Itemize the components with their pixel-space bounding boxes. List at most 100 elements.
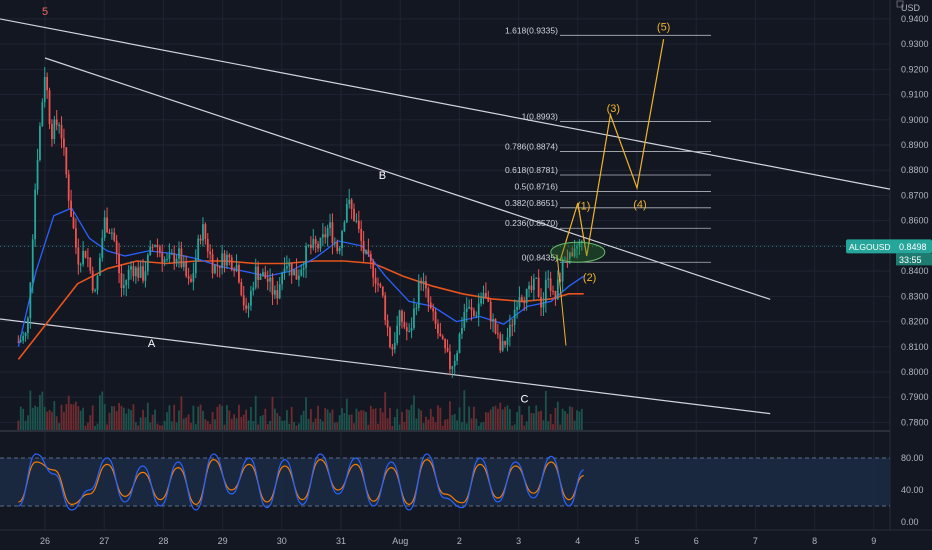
volume-bar <box>262 415 264 430</box>
price-tick-label: 0.9200 <box>901 64 929 74</box>
candle-body <box>233 269 236 272</box>
candle-body <box>281 272 283 285</box>
candle-body <box>108 232 111 234</box>
volume-bar <box>235 418 238 430</box>
candle-body <box>422 281 425 284</box>
candle-body <box>456 353 459 361</box>
candle-body <box>223 253 226 266</box>
wave-label: (1) <box>577 200 590 212</box>
candle-body <box>192 273 195 282</box>
volume-bar <box>254 395 257 430</box>
volume-bar <box>290 406 293 430</box>
volume-bar <box>223 424 226 430</box>
candle-body <box>137 267 140 278</box>
volume-bar <box>218 404 221 430</box>
volume-bar <box>523 425 526 430</box>
volume-bar <box>345 398 348 430</box>
volume-bar <box>398 424 401 430</box>
candle-body <box>142 266 144 281</box>
time-tick-label: 6 <box>694 536 699 546</box>
candle-body <box>396 325 399 343</box>
oscillator-band <box>0 458 890 506</box>
candle-body <box>240 282 243 296</box>
countdown-label: 33:55 <box>899 255 922 265</box>
candle-body <box>420 280 423 284</box>
volume-bar <box>475 418 478 430</box>
candle-body <box>501 340 504 351</box>
candle-body <box>29 282 32 319</box>
candle-body <box>278 284 281 299</box>
volume-bar <box>288 423 291 430</box>
candle-body <box>326 228 329 238</box>
volume-bar <box>230 418 233 430</box>
volume-bar <box>214 419 216 430</box>
candle-body <box>429 302 432 309</box>
oscillator-tick-label: 0.00 <box>901 517 919 527</box>
candle-body <box>468 307 471 309</box>
candle-body <box>60 124 63 139</box>
candle-body <box>17 341 20 343</box>
candle-body <box>245 305 248 309</box>
candle-body <box>77 247 80 265</box>
volume-bar <box>297 423 300 430</box>
candle-body <box>482 292 485 299</box>
candle-body <box>221 253 224 269</box>
time-tick-label: 31 <box>336 536 346 546</box>
candle-body <box>449 351 451 370</box>
candle-body <box>197 238 200 260</box>
volume-bar <box>381 412 384 430</box>
volume-bar <box>389 408 391 430</box>
candle-body <box>389 327 391 348</box>
candle-body <box>480 298 482 304</box>
candle-body <box>168 254 171 259</box>
candle-body <box>194 259 197 274</box>
time-tick-label: 28 <box>158 536 168 546</box>
volume-bar <box>149 422 152 430</box>
candle-body <box>41 102 44 127</box>
candle-body <box>391 347 394 350</box>
volume-bar <box>401 411 403 430</box>
candle-body <box>338 248 341 252</box>
time-tick-label: 3 <box>516 536 521 546</box>
volume-bar <box>250 406 252 430</box>
candle-body <box>34 189 37 240</box>
volume-bar <box>367 424 370 430</box>
candle-body <box>504 340 506 345</box>
volume-bar <box>206 421 209 430</box>
volume-bar <box>561 408 564 430</box>
candle-body <box>444 338 447 349</box>
volume-bar <box>120 405 123 430</box>
candle-body <box>58 124 61 126</box>
candle-body <box>113 232 116 241</box>
volume-bar <box>444 419 447 430</box>
candle-body <box>355 220 358 222</box>
currency-label: USD <box>901 3 921 13</box>
volume-bar <box>518 406 521 430</box>
volume-bar <box>257 424 260 430</box>
volume-bar <box>60 404 63 430</box>
candle-body <box>518 297 521 308</box>
volume-bar <box>417 408 420 430</box>
candle-body <box>214 265 216 274</box>
candle-body <box>499 334 502 351</box>
volume-bar <box>374 408 377 430</box>
candle-body <box>39 126 41 160</box>
volume-bar <box>324 408 327 430</box>
candle-body <box>484 292 487 298</box>
volume-bar <box>410 404 413 430</box>
volume-bar <box>473 406 475 430</box>
volume-bar <box>82 407 84 430</box>
time-tick-label: 7 <box>753 536 758 546</box>
candle-body <box>309 244 312 248</box>
candle-body <box>274 290 276 295</box>
volume-bar <box>259 416 262 430</box>
volume-bar <box>125 413 128 430</box>
candle-body <box>247 305 250 309</box>
volume-bar <box>341 408 343 430</box>
candle-body <box>288 262 291 267</box>
volume-bar <box>55 416 58 430</box>
time-axis[interactable]: 26 27 28 29 30 31 Aug 2 3 4 5 6 7 8 9 <box>40 536 876 546</box>
candle-body <box>228 254 231 258</box>
